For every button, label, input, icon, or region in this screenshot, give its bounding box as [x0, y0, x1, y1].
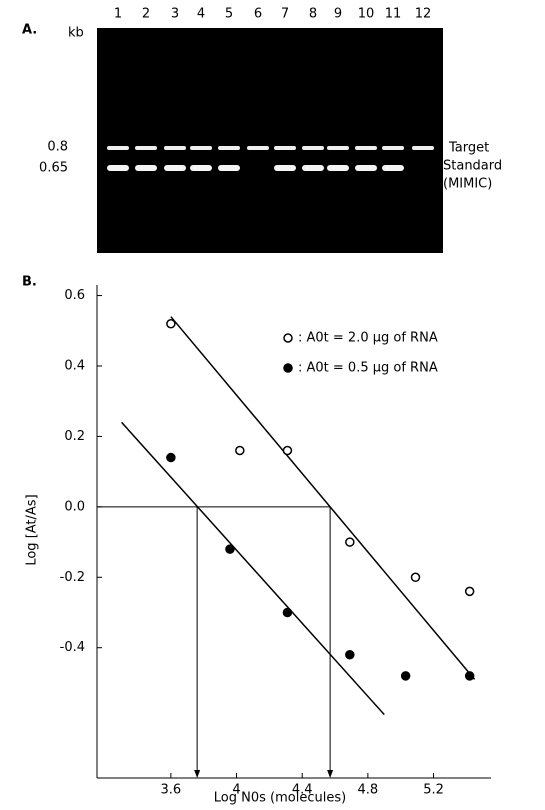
- arrow-head: [327, 770, 333, 778]
- target-band: [218, 146, 240, 150]
- point: [283, 608, 291, 616]
- lane-label: 4: [197, 7, 205, 22]
- point: [226, 545, 234, 553]
- standard-band: [274, 165, 296, 171]
- size-label: 0.8: [47, 140, 68, 155]
- target-band: [135, 146, 157, 150]
- point: [346, 538, 354, 546]
- panel-label: B.: [22, 275, 37, 290]
- x-tick-label: 3.6: [161, 783, 182, 798]
- point: [466, 672, 474, 680]
- lane-label: 5: [225, 7, 233, 22]
- legend-label: : A0t = 2.0 µg of RNA: [298, 331, 438, 346]
- standard-band: [302, 165, 324, 171]
- standard-band: [218, 165, 240, 171]
- standard-band: [190, 165, 212, 171]
- lane-label: 1: [114, 7, 122, 22]
- standard-band: [382, 165, 404, 171]
- legend-label: : A0t = 0.5 µg of RNA: [298, 361, 438, 376]
- standard-band: [164, 165, 186, 171]
- band-label: (MIMIC): [443, 177, 492, 192]
- point: [402, 672, 410, 680]
- target-band: [164, 146, 186, 150]
- figure: A. kb 0.8 0.65 Target Standard (MIMIC) B…: [0, 0, 545, 810]
- point: [411, 573, 419, 581]
- target-band: [302, 146, 324, 150]
- legend-marker: [284, 334, 292, 342]
- band-label: Standard: [443, 159, 502, 174]
- target-band: [107, 146, 129, 150]
- band-label: Target: [448, 141, 489, 156]
- y-axis-label: Log [At/As]: [25, 494, 40, 565]
- lane-label: 9: [334, 7, 342, 22]
- x-tick-label: 4.4: [292, 783, 313, 798]
- point: [466, 587, 474, 595]
- lane-label: 8: [309, 7, 317, 22]
- lane-label: 3: [171, 7, 179, 22]
- unit-label: kb: [68, 26, 84, 41]
- size-label: 0.65: [39, 161, 68, 176]
- x-tick-label: 5.2: [423, 783, 444, 798]
- legend-marker: [284, 364, 292, 372]
- lane-label: 2: [142, 7, 150, 22]
- y-tick-label: 0.2: [64, 429, 85, 444]
- point: [167, 320, 175, 328]
- x-tick-label: 4.8: [358, 783, 379, 798]
- lane-label: 6: [254, 7, 262, 22]
- point: [167, 454, 175, 462]
- y-tick-label: 0.0: [64, 499, 85, 514]
- target-band: [274, 146, 296, 150]
- target-band: [190, 146, 212, 150]
- panel-label: A.: [22, 23, 37, 38]
- point: [346, 651, 354, 659]
- x-tick-label: 4: [232, 783, 240, 798]
- standard-band: [107, 165, 129, 171]
- target-band: [327, 146, 349, 150]
- y-tick-label: 0.4: [64, 358, 85, 373]
- y-tick-label: -0.2: [60, 570, 85, 585]
- target-band: [382, 146, 404, 150]
- point: [236, 447, 244, 455]
- lane-label: 12: [415, 7, 432, 22]
- lane-label: 10: [358, 7, 375, 22]
- y-tick-label: 0.6: [64, 288, 85, 303]
- lane-label: 11: [385, 7, 402, 22]
- target-band: [355, 146, 377, 150]
- target-band: [247, 146, 269, 150]
- fit-line: [122, 422, 385, 714]
- target-band: [412, 146, 434, 150]
- standard-band: [327, 165, 349, 171]
- y-tick-label: -0.4: [60, 640, 85, 655]
- arrow-head: [194, 770, 200, 778]
- gel: [97, 28, 443, 253]
- point: [283, 447, 291, 455]
- standard-band: [135, 165, 157, 171]
- standard-band: [355, 165, 377, 171]
- lane-label: 7: [281, 7, 289, 22]
